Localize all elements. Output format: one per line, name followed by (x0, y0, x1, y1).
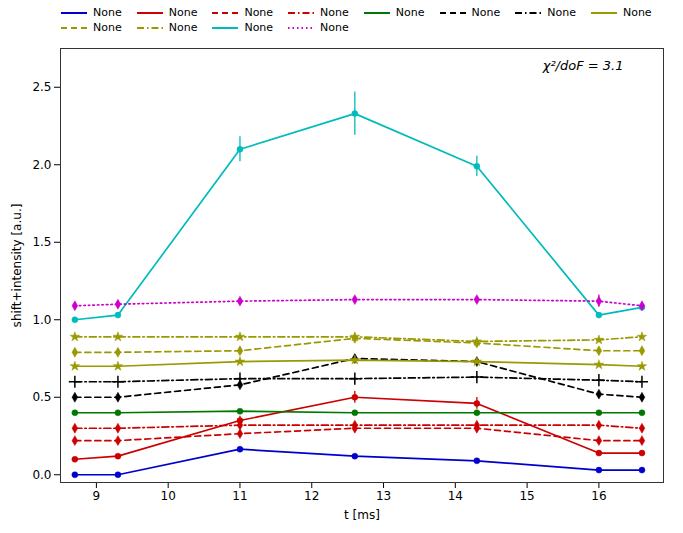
html-text:None: None (168, 6, 198, 19)
html-text:None: None (471, 6, 501, 19)
html-text:None: None (622, 6, 652, 19)
html-text:None: None (168, 21, 198, 34)
svg-text:t [ms]: t [ms] (344, 508, 380, 522)
svg-text:15: 15 (519, 489, 534, 503)
svg-text:10: 10 (161, 489, 176, 503)
svg-text:shift+intensity [a.u.]: shift+intensity [a.u.] (10, 204, 24, 328)
svg-text:χ²/doF = 3.1: χ²/doF = 3.1 (542, 58, 624, 73)
svg-text:2.5: 2.5 (32, 80, 51, 94)
svg-text:0.5: 0.5 (32, 390, 51, 404)
svg-text:1.0: 1.0 (32, 313, 51, 327)
html-text:None: None (320, 6, 349, 19)
svg-text:2.0: 2.0 (32, 158, 51, 172)
svg-text:14: 14 (448, 489, 463, 503)
svg-text:9: 9 (93, 489, 101, 503)
html-text:None: None (547, 6, 576, 19)
svg-text:16: 16 (591, 489, 606, 503)
html-text:None: None (93, 6, 122, 19)
svg-text:0.0: 0.0 (32, 468, 51, 482)
html-text:None: None (93, 21, 122, 34)
html-text:None: None (320, 21, 349, 34)
svg-text:12: 12 (304, 489, 319, 503)
svg-text:1.5: 1.5 (32, 235, 51, 249)
html-text:None: None (395, 6, 425, 19)
svg-text:13: 13 (376, 489, 391, 503)
html-text:None: None (244, 21, 274, 34)
html-text:None: None (244, 6, 274, 19)
svg-text:11: 11 (232, 489, 247, 503)
